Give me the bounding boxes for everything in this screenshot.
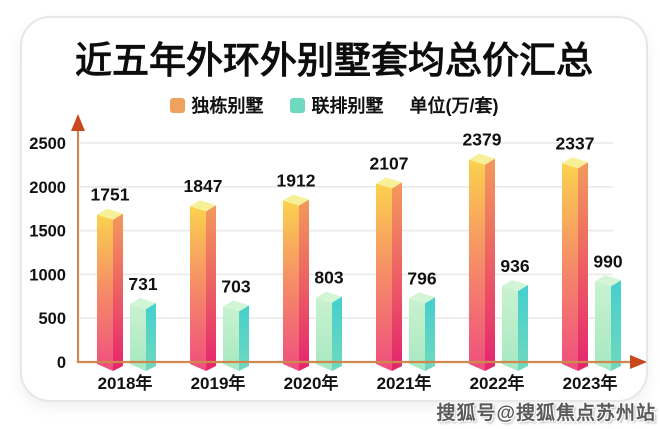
legend-label-townhouse: 联排别墅: [311, 96, 384, 116]
legend-item-townhouse: 联排别墅: [289, 92, 384, 118]
legend-swatch-townhouse-icon: [289, 97, 305, 113]
unit-label: 单位(万/套): [409, 96, 499, 116]
legend-item-detached: 独栋别墅: [169, 92, 264, 118]
chart-title: 近五年外环外别墅套均总价汇总: [75, 40, 593, 81]
legend-swatch-detached-icon: [169, 97, 185, 113]
watermark: 搜狐号@搜狐焦点苏州站: [436, 403, 656, 424]
chart-card: 近五年外环外别墅套均总价汇总 独栋别墅 联排别墅 单位(万/套): [20, 16, 648, 402]
legend-label-detached: 独栋别墅: [191, 96, 264, 116]
legend: 独栋别墅 联排别墅 单位(万/套): [22, 92, 646, 118]
